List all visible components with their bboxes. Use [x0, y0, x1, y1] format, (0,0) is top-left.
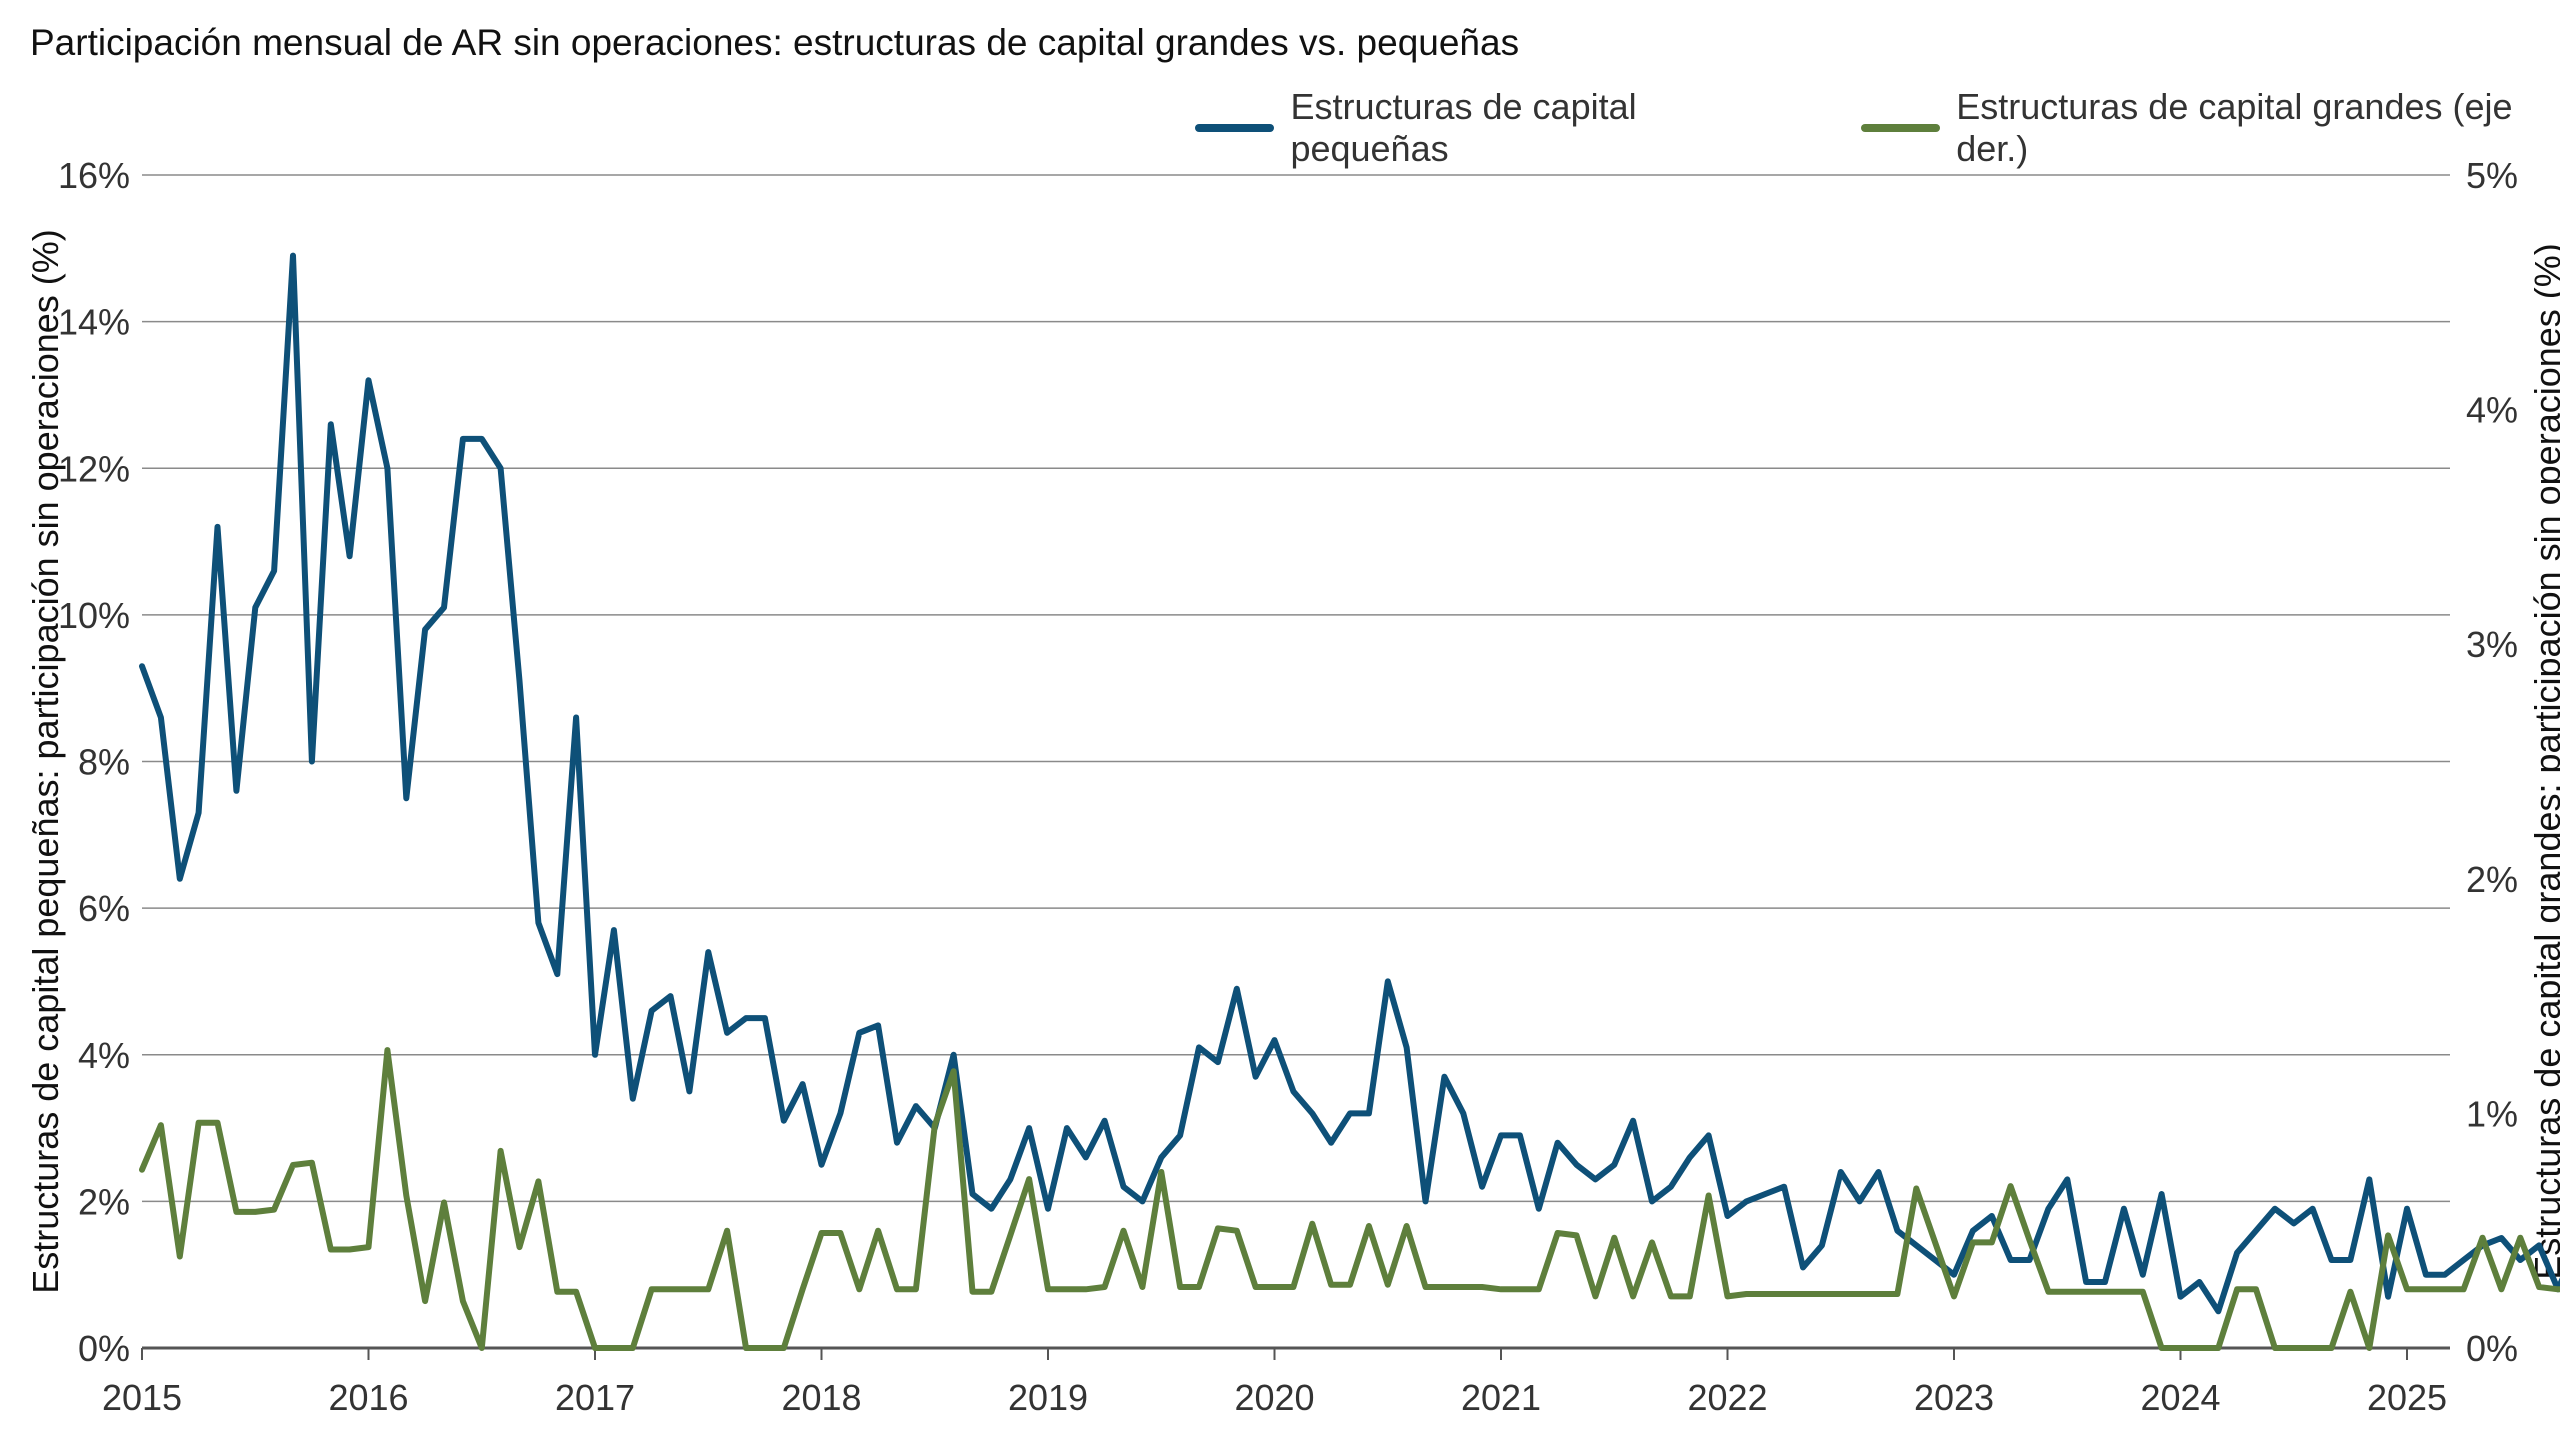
y2-tick-label: 0%	[2466, 1328, 2518, 1369]
y2-axis-label: Estructuras de capital grandes: particip…	[2527, 243, 2560, 1280]
x-tick-label: 2021	[1461, 1377, 1541, 1418]
legend-swatch-large	[1860, 124, 1941, 132]
legend-label-large: Estructuras de capital grandes (eje der.…	[1956, 86, 2513, 169]
x-tick-label: 2025	[2367, 1377, 2447, 1418]
y-tick-label: 14%	[58, 302, 130, 343]
x-tick-label: 2020	[1234, 1377, 1314, 1418]
y-tick-label: 2%	[78, 1181, 130, 1222]
x-tick-label: 2016	[328, 1377, 408, 1418]
legend-label-small: Estructuras de capital pequeñas	[1290, 86, 1637, 169]
y-tick-label: 6%	[78, 888, 130, 929]
y-tick-label: 4%	[78, 1035, 130, 1076]
y2-tick-label: 3%	[2466, 624, 2518, 665]
x-tick-label: 2015	[102, 1377, 182, 1418]
y-tick-label: 12%	[58, 448, 130, 489]
legend-swatch-small	[1195, 124, 1275, 132]
y2-tick-label: 4%	[2466, 390, 2518, 431]
series-line-large-capital	[139, 1047, 2560, 1351]
legend-item-large: Estructuras de capital grandes (eje der.…	[1860, 86, 2560, 170]
x-tick-label: 2017	[555, 1377, 635, 1418]
legend-item-small: Estructuras de capital pequeñas	[1195, 86, 1777, 170]
y-tick-label: 0%	[78, 1328, 130, 1369]
y-tick-label: 8%	[78, 742, 130, 783]
x-tick-label: 2024	[2140, 1377, 2220, 1418]
chart-title: Participación mensual de AR sin operacio…	[30, 22, 1520, 63]
series-line-small-capital	[139, 252, 2560, 1315]
y-axis-label: Estructuras de capital pequeñas: partici…	[25, 229, 66, 1294]
x-tick-label: 2019	[1008, 1377, 1088, 1418]
y-tick-label: 10%	[58, 595, 130, 636]
x-tick-label: 2018	[781, 1377, 861, 1418]
y2-tick-label: 2%	[2466, 859, 2518, 900]
y2-tick-label: 1%	[2466, 1093, 2518, 1134]
y-tick-label: 16%	[58, 155, 130, 196]
y2-tick-label: 5%	[2466, 155, 2518, 196]
legend: Estructuras de capital pequeñas Estructu…	[1195, 86, 2560, 170]
x-tick-label: 2022	[1687, 1377, 1767, 1418]
x-tick-label: 2023	[1914, 1377, 1994, 1418]
